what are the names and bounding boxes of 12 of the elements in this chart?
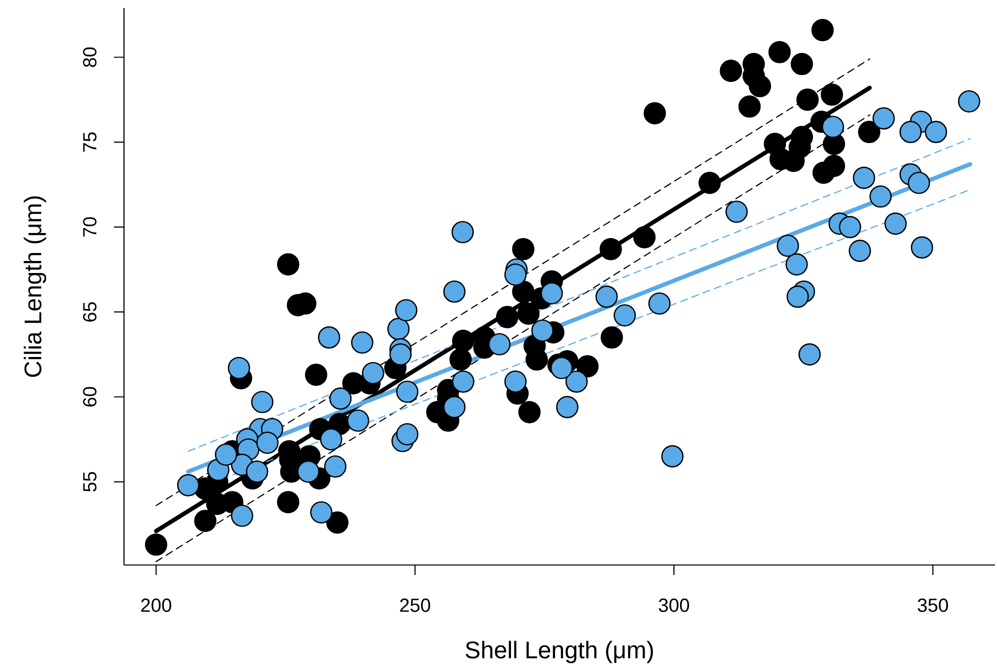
x-tick-label: 300 <box>658 598 690 612</box>
y-tick-label: 55 <box>83 472 96 492</box>
y-tick-label: 75 <box>83 132 96 152</box>
x-tick-label: 250 <box>400 598 430 612</box>
x-axis-title: Shell Length (μm) <box>466 640 653 664</box>
y-axis-title: Cilia Length (μm) <box>24 196 46 377</box>
y-tick-label: 65 <box>83 302 96 322</box>
x-tick-label: 350 <box>918 598 948 612</box>
y-tick-label: 80 <box>83 47 96 67</box>
y-tick-label: 60 <box>83 387 96 406</box>
x-tick-label: 200 <box>141 598 172 612</box>
y-tick-label: 70 <box>83 217 96 237</box>
